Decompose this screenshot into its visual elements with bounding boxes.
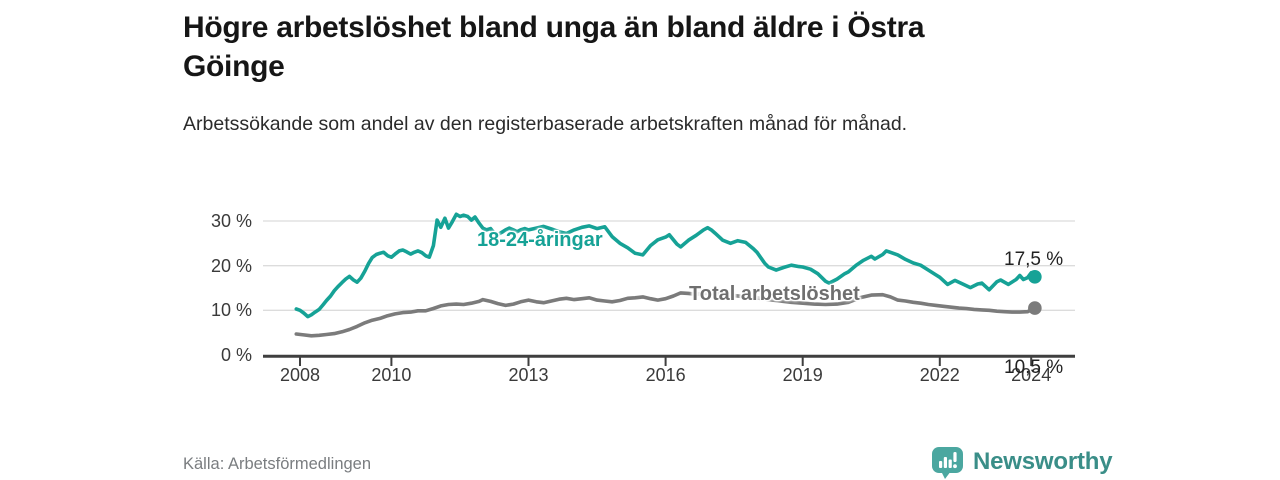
y-tick-label-30: 30 %	[210, 210, 252, 231]
series-line-total	[294, 291, 1037, 338]
x-tick-label-2013: 2013	[508, 365, 549, 385]
chart-subtitle: Arbetssökande som andel av den registerb…	[183, 113, 908, 135]
x-tick-label-2010: 2010	[371, 365, 412, 385]
source-attribution: Källa: Arbetsförmedlingen	[183, 455, 372, 473]
newsworthy-brand-link[interactable]: Newsworthy	[930, 444, 1113, 480]
x-tick-label-2022: 2022	[919, 365, 960, 385]
y-tick-label-20: 20 %	[210, 255, 252, 276]
x-tick-label-2016: 2016	[645, 365, 686, 385]
series-end-dot-total	[1028, 301, 1042, 315]
end-value-label-total: 10,5 %	[1004, 357, 1064, 378]
y-tick-label-0: 0 %	[220, 345, 252, 365]
x-tick-label-2024: 2024	[1011, 365, 1052, 385]
newsworthy-logo-icon	[932, 446, 963, 479]
x-tick-label-2019: 2019	[782, 365, 823, 385]
series-label-youth: 18-24-åringar	[477, 229, 603, 251]
series-line-youth	[294, 212, 1037, 319]
series-label-total: Total arbetslöshet	[689, 283, 860, 305]
series-end-dot-youth	[1028, 270, 1042, 284]
y-tick-label-10: 10 %	[210, 300, 252, 321]
x-tick-label-2008: 2008	[279, 365, 321, 385]
page-title: Högre arbetslöshet bland unga än bland ä…	[183, 11, 925, 83]
end-value-label-youth: 17,5 %	[1004, 249, 1064, 270]
newsworthy-wordmark: Newsworthy	[973, 448, 1113, 475]
